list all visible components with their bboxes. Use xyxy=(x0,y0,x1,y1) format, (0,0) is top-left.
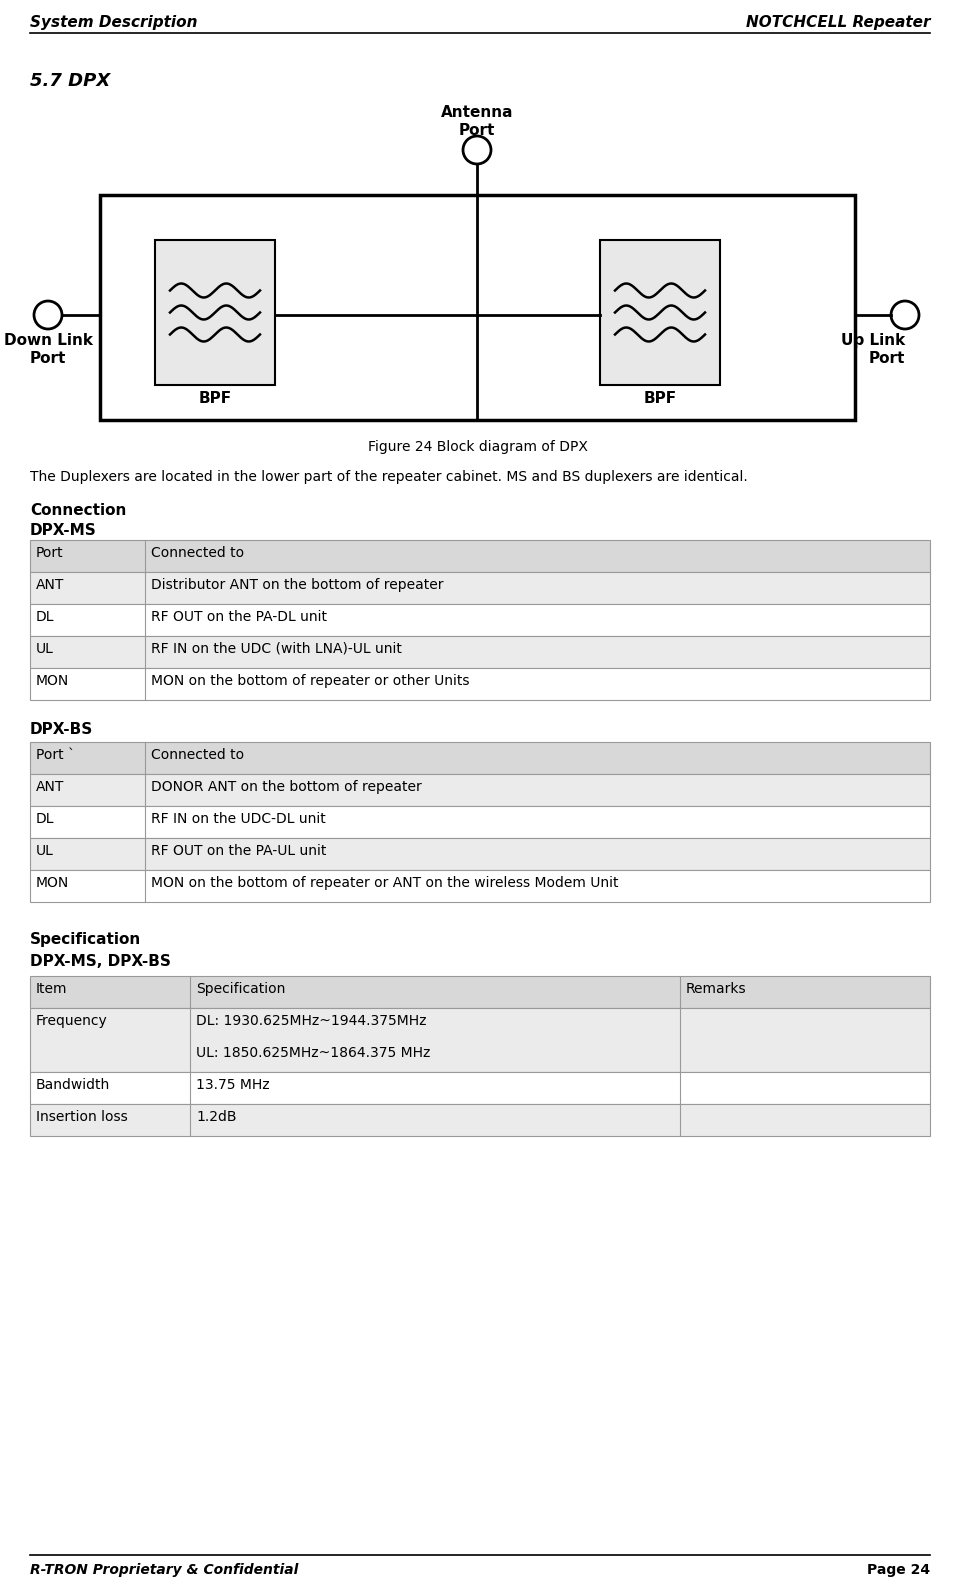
Bar xyxy=(30,773,930,807)
Text: System Description: System Description xyxy=(30,14,198,30)
Text: Frequency: Frequency xyxy=(36,1015,108,1027)
Text: DL: DL xyxy=(36,811,54,826)
Text: Port `: Port ` xyxy=(36,748,75,762)
Bar xyxy=(30,807,930,838)
Text: MON: MON xyxy=(36,673,70,688)
Bar xyxy=(30,603,930,637)
Text: 13.75 MHz: 13.75 MHz xyxy=(196,1078,269,1093)
Text: Antenna: Antenna xyxy=(441,105,513,121)
Bar xyxy=(30,838,930,870)
Bar xyxy=(30,977,930,1008)
Bar xyxy=(30,870,930,902)
Text: DPX-MS: DPX-MS xyxy=(30,522,96,538)
Bar xyxy=(30,572,930,603)
Bar xyxy=(30,1104,930,1135)
Text: Bandwidth: Bandwidth xyxy=(36,1078,110,1093)
Text: Specification: Specification xyxy=(196,981,286,996)
Text: BPF: BPF xyxy=(199,391,231,407)
Text: Up Link: Up Link xyxy=(840,333,905,348)
Text: The Duplexers are located in the lower part of the repeater cabinet. MS and BS d: The Duplexers are located in the lower p… xyxy=(30,470,748,484)
Text: DONOR ANT on the bottom of repeater: DONOR ANT on the bottom of repeater xyxy=(151,780,422,794)
Text: Connected to: Connected to xyxy=(151,546,244,561)
Text: Down Link: Down Link xyxy=(4,333,93,348)
Text: Port: Port xyxy=(30,351,66,365)
Text: Item: Item xyxy=(36,981,68,996)
Bar xyxy=(30,742,930,773)
Text: NOTCHCELL Repeater: NOTCHCELL Repeater xyxy=(746,14,930,30)
Text: Page 24: Page 24 xyxy=(867,1563,930,1577)
Bar xyxy=(600,240,720,384)
Bar xyxy=(30,669,930,700)
Text: RF OUT on the PA-DL unit: RF OUT on the PA-DL unit xyxy=(151,610,327,624)
Text: 1.2dB: 1.2dB xyxy=(196,1110,237,1124)
Text: 5.7 DPX: 5.7 DPX xyxy=(30,71,110,91)
Text: Port: Port xyxy=(869,351,905,365)
Text: Remarks: Remarks xyxy=(686,981,747,996)
Text: UL: UL xyxy=(36,642,53,656)
Text: UL: UL xyxy=(36,843,53,858)
Text: Connected to: Connected to xyxy=(151,748,244,762)
Text: UL: 1850.625MHz~1864.375 MHz: UL: 1850.625MHz~1864.375 MHz xyxy=(196,1046,431,1061)
Bar xyxy=(155,240,275,384)
Text: RF IN on the UDC (with LNA)-UL unit: RF IN on the UDC (with LNA)-UL unit xyxy=(151,642,402,656)
Text: Connection: Connection xyxy=(30,503,126,518)
Text: Port: Port xyxy=(458,122,496,138)
Text: ANT: ANT xyxy=(36,578,64,592)
Bar xyxy=(30,1008,930,1072)
Text: RF IN on the UDC-DL unit: RF IN on the UDC-DL unit xyxy=(151,811,326,826)
Text: DPX-MS, DPX-BS: DPX-MS, DPX-BS xyxy=(30,954,171,969)
Text: MON on the bottom of repeater or other Units: MON on the bottom of repeater or other U… xyxy=(151,673,470,688)
Text: Figure 24 Block diagram of DPX: Figure 24 Block diagram of DPX xyxy=(368,440,587,454)
Text: BPF: BPF xyxy=(644,391,676,407)
Text: DPX-BS: DPX-BS xyxy=(30,723,94,737)
Bar xyxy=(30,540,930,572)
Bar xyxy=(30,1072,930,1104)
Text: Insertion loss: Insertion loss xyxy=(36,1110,128,1124)
Text: MON on the bottom of repeater or ANT on the wireless Modem Unit: MON on the bottom of repeater or ANT on … xyxy=(151,877,619,889)
Text: R-TRON Proprietary & Confidential: R-TRON Proprietary & Confidential xyxy=(30,1563,298,1577)
Bar xyxy=(30,637,930,669)
Text: ANT: ANT xyxy=(36,780,64,794)
Text: DL: DL xyxy=(36,610,54,624)
Text: Specification: Specification xyxy=(30,932,141,946)
Text: Distributor ANT on the bottom of repeater: Distributor ANT on the bottom of repeate… xyxy=(151,578,443,592)
Text: MON: MON xyxy=(36,877,70,889)
Bar xyxy=(100,195,855,419)
Text: RF OUT on the PA-UL unit: RF OUT on the PA-UL unit xyxy=(151,843,327,858)
Text: DL: 1930.625MHz~1944.375MHz: DL: 1930.625MHz~1944.375MHz xyxy=(196,1015,427,1027)
Text: Port: Port xyxy=(36,546,64,561)
